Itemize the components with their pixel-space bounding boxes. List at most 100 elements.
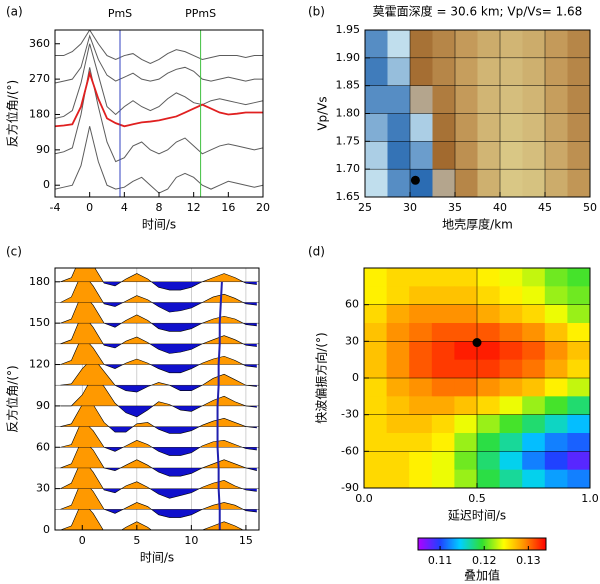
x-axis-label: 延迟时间/s	[448, 509, 506, 523]
x-tick-label: 5	[133, 534, 140, 547]
positive-fill	[60, 272, 257, 303]
y-tick-label: 60	[36, 440, 50, 453]
heat-cell	[364, 433, 388, 452]
heat-cell	[432, 57, 456, 87]
heat-cell	[499, 378, 523, 397]
heat-cell	[410, 30, 433, 59]
heat-cell	[431, 451, 455, 471]
heat-cell	[567, 433, 590, 452]
heat-cell	[364, 396, 388, 416]
heat-cell	[431, 378, 455, 397]
heat-cell	[431, 304, 455, 324]
x-tick-label: -4	[50, 201, 61, 214]
heat-cell	[499, 268, 523, 287]
heat-cell	[454, 396, 478, 416]
y-tick-label: 360	[29, 37, 50, 50]
heat-cell	[432, 85, 456, 114]
heat-cell	[387, 169, 411, 197]
heat-cell	[364, 286, 388, 306]
heat-cell	[454, 414, 478, 434]
x-tick-label: 1.0	[581, 492, 599, 505]
trace-line	[55, 70, 263, 128]
fill-group	[60, 272, 257, 303]
heat-cell	[499, 469, 523, 488]
heat-cell	[364, 359, 388, 379]
heat-cell	[409, 396, 433, 416]
heat-cell	[387, 141, 411, 170]
y-tick-label: 1.95	[336, 23, 361, 36]
heat-cell	[522, 451, 546, 471]
heat-cell	[477, 30, 501, 59]
x-tick-label: 20	[256, 201, 270, 214]
heat-cell	[386, 378, 410, 397]
best-point	[472, 338, 482, 348]
heat-cell	[455, 113, 478, 142]
positive-fill	[60, 478, 257, 510]
y-tick-label: 0	[352, 371, 359, 384]
heat-cell	[522, 323, 546, 342]
heat-cell	[454, 268, 478, 287]
heat-cell	[365, 57, 388, 87]
heat-cell	[567, 268, 590, 287]
heat-cell	[364, 451, 388, 471]
heat-cell	[454, 286, 478, 306]
heat-cell	[545, 30, 568, 59]
plot-area	[55, 30, 263, 197]
heat-cell	[477, 113, 501, 142]
heat-cell	[431, 286, 455, 306]
heat-cell	[544, 433, 568, 452]
fill-group	[60, 458, 257, 489]
positive-fill	[60, 292, 257, 324]
x-axis-label: 地壳厚度/km	[442, 217, 513, 232]
heat-cell	[365, 30, 388, 59]
y-tick-label: 1.90	[336, 51, 361, 64]
heat-cell	[477, 451, 501, 471]
heat-cell	[477, 141, 501, 170]
heat-cell	[500, 141, 523, 170]
heat-cell	[544, 304, 568, 324]
x-axis-label: 时间/s	[142, 218, 176, 232]
heat-cell	[522, 57, 546, 87]
heat-cell	[477, 169, 501, 197]
heat-cell	[544, 359, 568, 379]
heat-cell	[544, 378, 568, 397]
heat-cell	[454, 469, 478, 488]
colorbar-tick-label: 0.13	[516, 554, 541, 567]
fill-group	[60, 302, 257, 313]
trace-line	[55, 30, 263, 64]
heat-cell	[410, 113, 433, 142]
heat-cell	[410, 57, 433, 87]
heat-cell	[522, 169, 546, 197]
fill-group	[60, 343, 257, 354]
negative-fill	[60, 343, 257, 354]
heat-cell	[364, 304, 388, 324]
heat-cell	[499, 304, 523, 324]
heat-cell	[544, 469, 568, 488]
heat-cell	[544, 268, 568, 287]
negative-fill	[60, 302, 257, 313]
plot-area	[55, 268, 259, 530]
heat-cell	[522, 359, 546, 379]
trace-line	[60, 457, 257, 499]
heat-cell	[522, 286, 546, 306]
heat-cell	[477, 323, 501, 342]
heat-cell	[409, 268, 433, 287]
heat-cell	[386, 286, 410, 306]
heat-cell	[499, 451, 523, 471]
colorbar-tick-label: 0.12	[472, 554, 497, 567]
heat-cell	[500, 85, 523, 114]
x-tick-label: 0	[79, 534, 86, 547]
heat-cell	[500, 57, 523, 87]
heat-cell	[431, 433, 455, 452]
heat-cell	[567, 169, 590, 197]
heat-cell	[544, 341, 568, 361]
heat-cell	[454, 378, 478, 397]
trace-line	[60, 268, 257, 291]
heat-cell	[500, 30, 523, 59]
heat-cell	[455, 57, 478, 87]
heat-cell	[499, 341, 523, 361]
y-tick-label: 60	[345, 298, 359, 311]
heat-cell	[386, 396, 410, 416]
fill-group	[60, 426, 257, 434]
heat-cell	[387, 30, 411, 59]
